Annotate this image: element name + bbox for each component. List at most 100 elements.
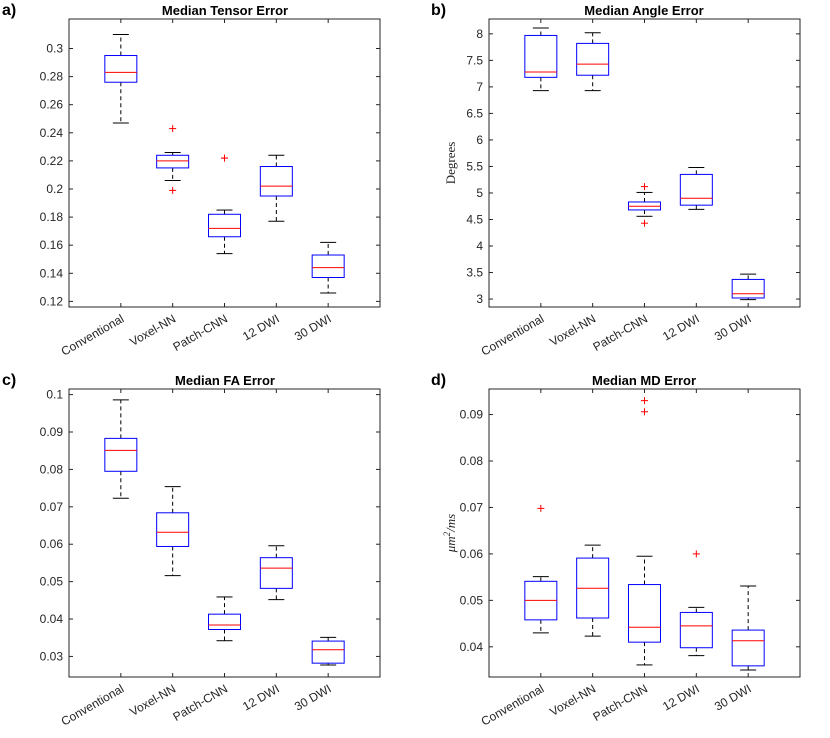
iqr-box — [156, 154, 190, 169]
panel-label: c) — [2, 372, 16, 389]
y-tick-label: 0.04 — [40, 612, 64, 626]
y-axis-label: Degrees — [443, 142, 458, 185]
box-plot-voxel-nn — [576, 544, 610, 637]
y-tick-label: 0.2 — [46, 182, 63, 196]
box-plot-patch-cnn — [208, 596, 241, 642]
y-tick-label: 0.28 — [40, 70, 64, 84]
y-tick-label: 3 — [476, 292, 483, 306]
outlier-marker — [641, 183, 648, 191]
y-tick-label: 4.5 — [466, 212, 483, 226]
x-tick-label: Conventional — [479, 311, 547, 358]
x-tick-label: 30 DWI — [292, 681, 334, 713]
axes-box — [488, 388, 801, 678]
box-plot-patch-cnn — [208, 154, 241, 255]
chart-title: Median Angle Error — [584, 3, 703, 18]
y-tick-label: 5.5 — [466, 159, 483, 173]
chart-panel-1: a) Median Tensor Error 0.12 0.14 0.16 0.18 0.2… — [2, 2, 381, 359]
x-tick-label: 30 DWI — [712, 311, 754, 343]
y-axis-label-exponent: 2 — [442, 531, 452, 536]
iqr-box — [731, 278, 765, 299]
x-tick-label: 12 DWI — [240, 311, 282, 343]
axes-box — [68, 388, 381, 678]
box-plot-30-dwi — [311, 636, 345, 666]
iqr-box — [628, 584, 661, 643]
y-tick-label: 0.1 — [46, 388, 63, 402]
box-plot-voxel-nn — [156, 125, 190, 194]
box-plot-30-dwi — [731, 585, 765, 671]
outlier-marker — [221, 154, 228, 162]
y-axis-label-tail: /ms — [443, 514, 458, 533]
y-tick-label: 0.08 — [460, 454, 484, 468]
box-plot-voxel-nn — [156, 486, 190, 577]
x-tick-label: Patch-CNN — [590, 681, 650, 723]
iqr-box — [679, 611, 713, 649]
outlier-marker — [641, 397, 648, 405]
box-plot-12-dwi — [679, 550, 713, 657]
iqr-box — [524, 34, 558, 78]
chart-panel-2: b) Median Angle Error 3 3.5 4 4.5 5 5.5 6 6.5 7 7.5… — [431, 2, 801, 359]
y-tick-label: 0.16 — [40, 238, 64, 252]
x-tick-label: Conventional — [59, 311, 127, 358]
x-tick-label: Patch-CNN — [170, 681, 230, 723]
iqr-box — [259, 557, 293, 589]
box-plot-12-dwi — [259, 545, 293, 601]
x-tick-label: 30 DWI — [712, 681, 754, 713]
box-plot-12-dwi — [679, 167, 713, 210]
axes-box — [68, 18, 381, 308]
chart-panel-3: c) Median FA Error 0.03 0.04 0.05 0.06 0.07 0.0… — [2, 372, 381, 729]
box-plot-patch-cnn — [628, 397, 661, 666]
y-tick-label: 3.5 — [466, 266, 483, 280]
y-tick-label: 0.24 — [40, 126, 64, 140]
y-tick-label: 0.05 — [40, 575, 64, 589]
y-tick-label: 0.18 — [40, 210, 64, 224]
iqr-box — [259, 166, 293, 197]
outlier-marker — [537, 504, 545, 512]
x-tick-label: 12 DWI — [660, 311, 702, 343]
iqr-box — [311, 640, 345, 664]
panel-label: b) — [431, 2, 446, 19]
box-plot-conventional — [104, 33, 138, 124]
y-tick-label: 0.22 — [40, 154, 64, 168]
y-tick-label: 0.12 — [40, 294, 64, 308]
y-tick-label: 0.3 — [46, 42, 63, 56]
chart-title: Median FA Error — [175, 373, 275, 388]
iqr-box — [104, 55, 138, 83]
box-plot-30-dwi — [311, 241, 345, 294]
iqr-box — [679, 173, 713, 206]
box-plot-30-dwi — [731, 273, 765, 301]
outlier-marker — [692, 550, 700, 558]
y-tick-label: 0.09 — [40, 425, 64, 439]
y-tick-label: 0.03 — [40, 649, 64, 663]
y-tick-label: 0.08 — [40, 462, 64, 476]
y-tick-label: 0.07 — [40, 500, 64, 514]
y-tick-label: 0.09 — [460, 408, 484, 422]
box-plot-12-dwi — [259, 154, 293, 222]
x-tick-label: Patch-CNN — [170, 311, 230, 353]
iqr-box — [156, 512, 190, 547]
box-plot-patch-cnn — [628, 183, 661, 227]
y-tick-label: 5 — [476, 186, 483, 200]
iqr-box — [731, 629, 765, 667]
axes-box — [488, 18, 801, 308]
iqr-box — [208, 613, 241, 630]
chart-panel-4: d) Median MD Error 0.04 0.05 0.06 0.07 0.08 0.0… — [431, 372, 801, 729]
y-tick-label: 6 — [476, 133, 483, 147]
iqr-box — [576, 42, 610, 76]
iqr-box — [311, 254, 345, 278]
panel-label: a) — [2, 2, 16, 19]
y-tick-label: 0.06 — [460, 547, 484, 561]
y-tick-label: 0.26 — [40, 98, 64, 112]
y-tick-label: 7.5 — [466, 53, 483, 67]
y-tick-label: 0.04 — [460, 640, 484, 654]
iqr-box — [104, 437, 138, 472]
x-tick-label: Conventional — [479, 681, 547, 728]
panel-label: d) — [431, 372, 446, 389]
x-tick-label: 30 DWI — [292, 311, 334, 343]
y-tick-label: 6.5 — [466, 106, 483, 120]
x-tick-label: 12 DWI — [660, 681, 702, 713]
y-axis-label: μm2/ms — [442, 514, 458, 553]
x-tick-label: Patch-CNN — [590, 311, 650, 353]
box-plot-conventional — [524, 504, 558, 634]
y-tick-label: 7 — [476, 80, 483, 94]
